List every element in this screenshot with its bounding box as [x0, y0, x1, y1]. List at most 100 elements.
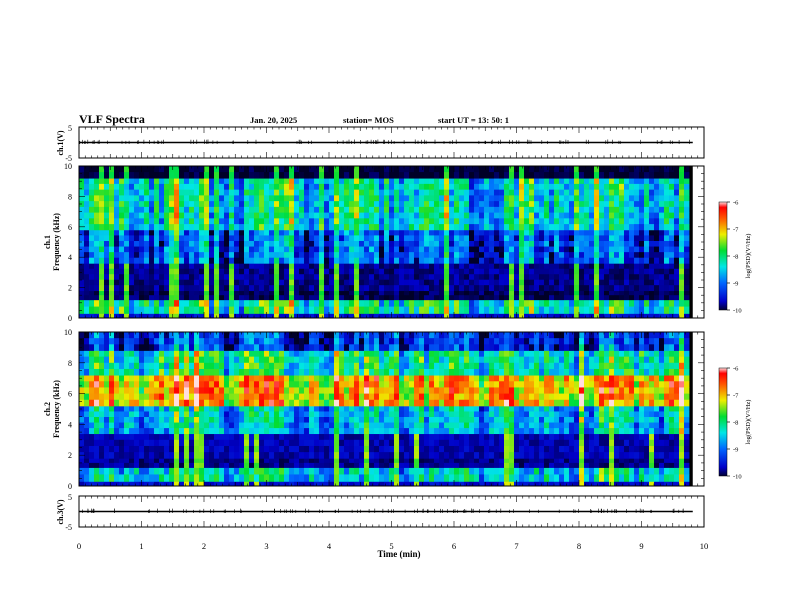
- spectrogram-cell: [299, 178, 305, 185]
- spectrogram-cell: [369, 178, 375, 185]
- spectrogram-cell: [119, 422, 125, 429]
- spectrogram-cell: [439, 279, 445, 286]
- spectrogram-cell: [219, 399, 225, 407]
- spectrogram-cell: [379, 178, 385, 185]
- spectrogram-cell: [684, 183, 690, 191]
- spectrogram-cell: [434, 290, 440, 296]
- spectrogram-cell: [94, 274, 100, 281]
- spectrogram-cell: [499, 240, 505, 247]
- spectrogram-cell: [529, 274, 535, 281]
- spectrogram-cell: [529, 235, 535, 242]
- spectrogram-cell: [129, 481, 135, 487]
- spectrogram-cell: [214, 290, 220, 296]
- spectrogram-cell: [159, 257, 165, 264]
- spectrogram-cell: [239, 306, 245, 314]
- spectrogram-cell: [279, 433, 285, 441]
- spectrogram-cell: [619, 229, 625, 236]
- spectrogram-cell: [194, 183, 200, 191]
- spectrogram-cell: [139, 252, 145, 259]
- spectrogram-cell: [479, 257, 485, 264]
- spectrogram-cell: [159, 252, 165, 259]
- spectrogram-cell: [344, 274, 350, 281]
- spectrogram-cell: [514, 240, 520, 247]
- spectrogram-cell: [304, 229, 310, 236]
- spectrogram-cell: [319, 290, 325, 296]
- spectrogram-cell: [209, 206, 215, 214]
- spectrogram-cell: [169, 445, 175, 453]
- spectrogram-cell: [219, 235, 225, 242]
- spectrogram-cell: [289, 290, 295, 296]
- spectrogram-cell: [184, 411, 190, 418]
- spectrogram-cell: [209, 290, 215, 296]
- spectrogram-cell: [119, 381, 125, 388]
- spectrogram-cell: [214, 387, 220, 394]
- spectrogram-cell: [114, 212, 120, 219]
- spectrogram-cell: [349, 274, 355, 281]
- spectrogram-cell: [639, 252, 645, 259]
- spectrogram-cell: [79, 399, 85, 407]
- spectrogram-cell: [159, 166, 165, 173]
- spectrogram-cell: [114, 458, 120, 464]
- spectrogram-cell: [419, 224, 425, 231]
- spectrogram-cell: [334, 246, 340, 253]
- spectrogram-cell: [99, 474, 105, 482]
- spectrogram-cell: [494, 218, 500, 225]
- spectrogram-cell: [119, 295, 125, 301]
- spectrogram-cell: [194, 338, 200, 345]
- spectrogram-cell: [329, 189, 335, 196]
- spectrogram-cell: [174, 212, 180, 219]
- spectrogram-cell: [354, 240, 360, 247]
- spectrogram-cell: [504, 290, 510, 296]
- spectrogram-cell: [534, 224, 540, 231]
- spectrogram-cell: [309, 229, 315, 236]
- spectrogram-cell: [284, 344, 290, 351]
- spectrogram-cell: [189, 178, 195, 185]
- spectrogram-cell: [149, 252, 155, 259]
- spectrogram-cell: [209, 246, 215, 253]
- spectrogram-cell: [179, 172, 185, 179]
- spectrogram-cell: [524, 263, 530, 270]
- spectrogram-cell: [139, 375, 145, 382]
- spectrogram-cell: [169, 375, 175, 382]
- spectrogram-cell: [494, 235, 500, 242]
- spectrogram-cell: [599, 313, 605, 319]
- colorbar-tick-label: -6: [733, 200, 739, 207]
- spectrogram-cell: [374, 178, 380, 185]
- spectrogram-cell: [259, 399, 265, 407]
- spectrogram-cell: [609, 252, 615, 259]
- spectrogram-cell: [589, 224, 595, 231]
- spectrogram-cell: [209, 313, 215, 319]
- spectrogram-cell: [409, 212, 415, 219]
- spectrogram-cell: [219, 189, 225, 196]
- spectrogram-cell: [274, 235, 280, 242]
- spectrogram-cell: [249, 252, 255, 259]
- spectrogram-cell: [559, 183, 565, 191]
- spectrogram-cell: [129, 452, 135, 459]
- spectrogram-cell: [164, 332, 170, 339]
- spectrogram-cell: [329, 295, 335, 301]
- spectrogram-cell: [674, 206, 680, 214]
- spectrogram-cell: [274, 212, 280, 219]
- spectrogram-cell: [214, 439, 220, 447]
- spectrogram-cell: [249, 428, 255, 435]
- spectrogram-cell: [144, 445, 150, 453]
- spectrogram-cell: [454, 299, 460, 307]
- spectrogram-cell: [394, 274, 400, 281]
- spectrogram-cell: [199, 189, 205, 196]
- spectrogram-cell: [354, 246, 360, 253]
- spectrogram-cell: [669, 218, 675, 225]
- spectrogram-cell: [159, 452, 165, 459]
- spectrogram-cell: [559, 299, 565, 307]
- spectrogram-cell: [269, 399, 275, 407]
- spectrogram-cell: [234, 481, 240, 487]
- spectrogram-cell: [584, 285, 590, 292]
- spectrogram-cell: [569, 166, 575, 173]
- spectrogram-cell: [599, 212, 605, 219]
- spectrogram-cell: [659, 299, 665, 307]
- spectrogram-cell: [94, 428, 100, 435]
- spectrogram-cell: [169, 178, 175, 185]
- spectrogram-cell: [279, 422, 285, 429]
- spectrogram-cell: [339, 224, 345, 231]
- spectrogram-cell: [419, 201, 425, 208]
- spectrogram-cell: [364, 206, 370, 214]
